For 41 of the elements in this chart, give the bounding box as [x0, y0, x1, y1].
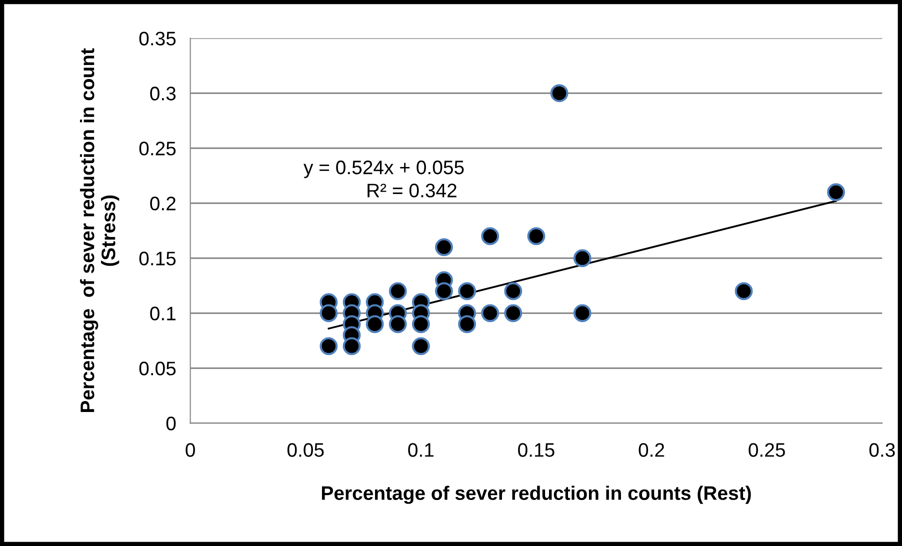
point	[573, 249, 592, 268]
point	[458, 282, 476, 300]
x-tick-label: 0.15	[518, 443, 554, 457]
x-tick-label: 0.25	[748, 443, 785, 457]
y-tick-label: 0.2	[150, 196, 176, 210]
point	[388, 315, 407, 334]
y-tick-label: 0	[166, 416, 176, 430]
annotation: y = 0.524x + 0.055	[304, 160, 464, 178]
y-tick-label: 0.1	[150, 306, 176, 320]
point	[342, 337, 361, 356]
y-tick-label: 0.25	[139, 142, 176, 156]
point	[320, 337, 338, 356]
annotation: R² = 0.342	[368, 184, 456, 198]
y-tick-label: 0.35	[139, 32, 176, 46]
y-tick-label: 0.3	[150, 86, 176, 100]
point	[481, 227, 500, 246]
point	[527, 227, 546, 246]
point	[550, 84, 568, 102]
point	[366, 315, 384, 334]
x-tick-label: 0.05	[287, 443, 324, 457]
point	[504, 282, 522, 300]
y-tick-label: 0.05	[139, 362, 176, 376]
point	[481, 304, 500, 322]
x-tick-label: 0	[186, 443, 195, 457]
point	[504, 304, 522, 322]
point	[435, 282, 453, 300]
point	[573, 304, 592, 322]
x-tick-label: 0.3	[869, 443, 895, 457]
y-tick-label: 0.15	[139, 252, 176, 266]
point	[320, 304, 338, 322]
point	[388, 282, 407, 300]
point	[435, 238, 453, 256]
x-axis-title: Percentage of sever reduction in counts (Rest)	[322, 486, 751, 504]
x-tick-label: 0.1	[408, 443, 434, 457]
x-tick-label: 0.2	[638, 443, 664, 457]
point	[412, 315, 430, 334]
point	[734, 282, 753, 300]
point	[458, 315, 476, 334]
point	[827, 183, 845, 202]
point	[412, 337, 430, 356]
y-axis-title: Percentage of sever reduction in count (Stress)	[80, 48, 120, 412]
